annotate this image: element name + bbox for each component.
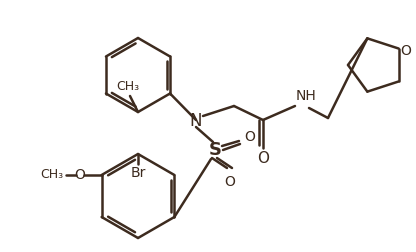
Text: O: O [401, 44, 411, 57]
Text: Br: Br [130, 166, 146, 180]
Text: S: S [208, 141, 221, 159]
Text: N: N [190, 112, 202, 130]
Text: O: O [257, 151, 269, 166]
Text: NH: NH [296, 89, 317, 103]
Text: O: O [244, 130, 255, 144]
Text: CH₃: CH₃ [116, 80, 139, 93]
Text: O: O [74, 168, 85, 182]
Text: O: O [225, 175, 235, 189]
Text: CH₃: CH₃ [40, 169, 64, 181]
